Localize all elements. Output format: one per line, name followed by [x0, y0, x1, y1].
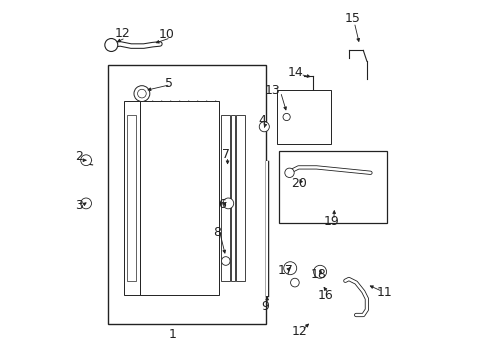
Text: 20: 20: [291, 177, 306, 190]
FancyBboxPatch shape: [276, 90, 330, 144]
Text: 13: 13: [264, 84, 280, 97]
Bar: [220, 115, 229, 281]
Text: 16: 16: [317, 289, 333, 302]
Text: 19: 19: [324, 215, 339, 228]
Circle shape: [134, 86, 149, 102]
Circle shape: [283, 262, 296, 275]
Circle shape: [290, 278, 299, 287]
Text: 18: 18: [310, 268, 325, 281]
Bar: [127, 115, 136, 281]
Circle shape: [283, 113, 289, 121]
Text: 14: 14: [287, 66, 303, 79]
Bar: [236, 115, 244, 281]
Circle shape: [104, 39, 118, 51]
Text: 2: 2: [75, 150, 82, 163]
Text: 10: 10: [159, 28, 175, 41]
Bar: [107, 65, 265, 324]
Text: 15: 15: [344, 12, 360, 25]
Circle shape: [223, 198, 233, 209]
Circle shape: [221, 257, 230, 265]
Text: 11: 11: [376, 286, 392, 299]
Circle shape: [137, 89, 146, 98]
Text: 8: 8: [213, 226, 221, 239]
Bar: [123, 101, 140, 295]
Circle shape: [313, 265, 326, 278]
Circle shape: [81, 155, 91, 166]
Text: 17: 17: [277, 264, 293, 277]
Text: 12: 12: [115, 27, 130, 40]
Text: 3: 3: [75, 199, 82, 212]
Text: 4: 4: [258, 114, 266, 127]
Bar: [230, 115, 235, 281]
Bar: [140, 101, 219, 295]
Text: 7: 7: [222, 148, 229, 161]
Text: 6: 6: [218, 198, 225, 211]
Circle shape: [284, 168, 294, 177]
Text: 1: 1: [168, 328, 176, 341]
Circle shape: [81, 198, 91, 209]
Circle shape: [259, 122, 269, 132]
Text: 12: 12: [291, 325, 306, 338]
Text: 9: 9: [261, 300, 268, 313]
Text: 5: 5: [164, 77, 173, 90]
Bar: [278, 151, 386, 223]
